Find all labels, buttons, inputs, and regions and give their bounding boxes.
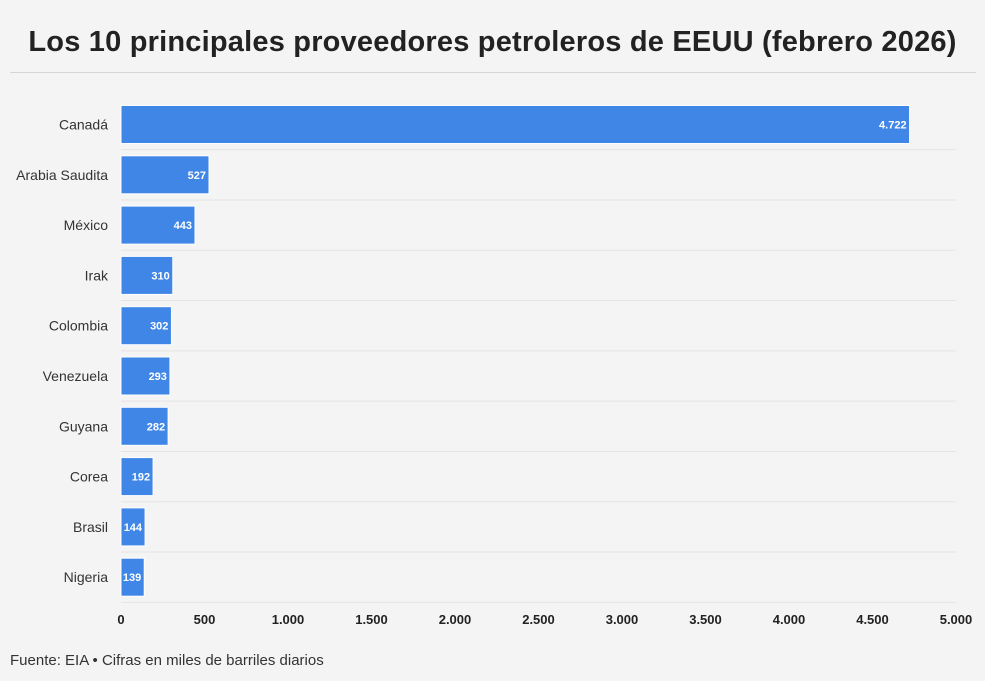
x-tick-label: 4.000 [773,612,806,627]
source-note: Fuente: EIA • Cifras en miles de barrile… [10,652,324,669]
x-tick-label: 2.000 [439,612,472,627]
x-tick-label: 0 [117,612,124,627]
category-label: Guyana [59,418,108,434]
category-label: Venezuela [43,368,109,384]
category-label: Colombia [49,318,108,334]
bar-value-label: 139 [123,572,141,584]
bar-value-label: 310 [151,270,169,282]
x-tick-label: 3.500 [689,612,722,627]
bar-value-label: 192 [132,472,150,484]
bar [120,255,174,295]
category-label: México [64,217,109,233]
category-labels: Canadá Arabia Saudita México Irak Colombia Ve… [16,117,109,586]
category-label: Irak [85,267,109,283]
category-label: Corea [70,469,108,485]
bar-value-label: 302 [150,321,168,333]
bar [120,306,172,346]
x-tick-label: 5.000 [940,612,973,627]
category-label: Arabia Saudita [16,167,108,183]
bar [120,205,196,245]
bar-value-label: 144 [124,522,143,534]
grid-lines [121,149,956,603]
bar [120,507,146,547]
bar-value-label: 527 [188,170,206,182]
bar [120,557,145,597]
category-label: Canadá [59,117,108,133]
bar-value-label: 282 [147,421,165,433]
bar [120,457,154,497]
category-label: Nigeria [64,569,109,585]
title-divider [10,72,976,73]
bar-value-label: 293 [149,371,167,383]
bar [120,356,171,396]
bar [120,155,210,195]
x-tick-label: 1.500 [355,612,388,627]
bars: 4.722 527 443 310 302 293 282 192 144 139 [120,105,911,597]
bar [120,105,911,144]
x-axis-ticks: 0 500 1.000 1.500 2.000 2.500 3.000 3.500 4.000 4… [117,612,972,627]
bar [120,406,169,446]
bar-value-label: 4.722 [879,120,907,132]
bar-value-label: 443 [174,220,192,232]
x-tick-label: 1.000 [272,612,305,627]
x-tick-label: 4.500 [856,612,889,627]
category-label: Brasil [73,519,108,535]
chart-title: Los 10 principales proveedores petrolero… [28,26,957,58]
x-tick-label: 500 [194,612,216,627]
x-tick-label: 3.000 [606,612,639,627]
x-tick-label: 2.500 [522,612,555,627]
